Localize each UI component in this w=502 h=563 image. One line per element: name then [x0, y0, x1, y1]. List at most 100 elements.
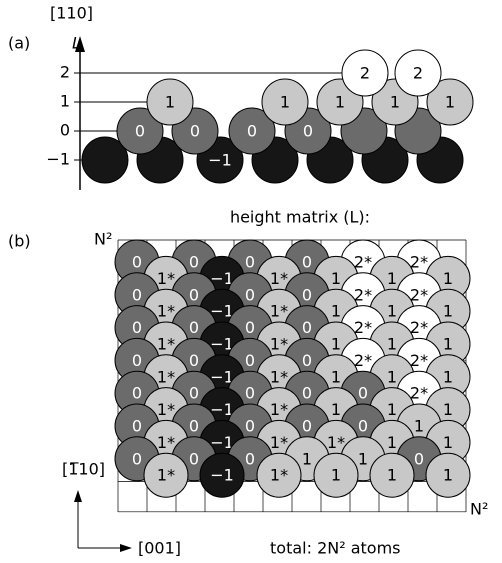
atom-label: 2* — [410, 318, 428, 337]
tick-label: 1 — [60, 92, 70, 111]
tick-label: 2 — [60, 63, 70, 82]
atom-label: 0 — [190, 122, 200, 141]
atom-label: 1 — [387, 302, 397, 321]
atom-label: 1 — [331, 302, 341, 321]
atom-label: 1* — [157, 466, 175, 485]
atom-label: 1 — [443, 400, 453, 419]
atom-label: 2* — [410, 285, 428, 304]
atom-label: 0 — [245, 351, 255, 370]
tick-label: 0 — [60, 121, 70, 140]
atom-label: 0 — [245, 384, 255, 403]
atom-label: 1 — [445, 93, 455, 112]
atom-label: 0 — [245, 318, 255, 337]
tick-label: −1 — [46, 150, 70, 169]
atom-label: 1 — [443, 466, 453, 485]
atom-label: 1 — [280, 93, 290, 112]
atom-label: 0 — [245, 449, 255, 468]
atom-label: 2* — [410, 253, 428, 272]
atom-label: 2* — [354, 285, 372, 304]
atom-label: 1 — [387, 400, 397, 419]
atom-label: 0 — [302, 285, 312, 304]
atom-label: 0 — [132, 384, 142, 403]
atom-label: 0 — [189, 253, 199, 272]
atom-label: 1* — [270, 302, 288, 321]
atom-label: 1* — [270, 433, 288, 452]
atom-label: 1* — [270, 367, 288, 386]
atom-label: −1 — [210, 466, 234, 485]
atom-label: 1* — [270, 466, 288, 485]
atom-label: 1 — [443, 433, 453, 452]
atom-label: 1 — [302, 449, 312, 468]
atom-label: 0 — [132, 285, 142, 304]
atom-label: 2* — [410, 351, 428, 370]
atom-label: 1 — [387, 269, 397, 288]
atom-label: 0 — [189, 285, 199, 304]
atom-label: 0 — [135, 122, 145, 141]
atom-label: 1 — [443, 269, 453, 288]
atom-label: 1* — [157, 335, 175, 354]
atom-label: 1 — [390, 93, 400, 112]
atom-label: 2 — [360, 64, 370, 83]
atom-label: 1 — [387, 433, 397, 452]
direction-label: [1̅10] — [62, 460, 105, 479]
atom-label: 1* — [270, 335, 288, 354]
atom-label: 2 — [413, 64, 423, 83]
atom-label: 0 — [302, 318, 312, 337]
atom-label: 1 — [443, 367, 453, 386]
atom-label: 0 — [245, 285, 255, 304]
atom-label: 1* — [157, 302, 175, 321]
atom-label: 0 — [132, 417, 142, 436]
atom-label: 2* — [354, 253, 372, 272]
figure: [110] (a) L 210−1−100001111122 (b) heigh… — [0, 0, 502, 559]
atom-label: 1 — [358, 449, 368, 468]
atom-label: 0 — [132, 318, 142, 337]
atom-label: 1 — [331, 367, 341, 386]
atom-label: 1 — [331, 400, 341, 419]
atom-label: 1 — [387, 335, 397, 354]
atom-label: 0 — [302, 351, 312, 370]
atom-label: 1* — [157, 269, 175, 288]
direction-label: [001] — [138, 539, 181, 558]
panel-label: (a) — [8, 34, 30, 53]
atom-label: 1* — [327, 433, 345, 452]
atom-label: 0 — [189, 384, 199, 403]
atom-label: 1* — [157, 367, 175, 386]
atom-label: 2* — [354, 351, 372, 370]
atom-label: 1 — [331, 335, 341, 354]
atom-label: 0 — [302, 384, 312, 403]
atom-label: 0 — [358, 384, 368, 403]
n-label: N² — [94, 230, 112, 249]
atom-label: 0 — [245, 417, 255, 436]
atom-label: 0 — [132, 449, 142, 468]
atom-label: 0 — [302, 253, 312, 272]
atom-label: 1* — [270, 400, 288, 419]
arrow-head — [120, 544, 132, 552]
atom-label: 1 — [443, 335, 453, 354]
panel-label: (b) — [8, 232, 31, 251]
matrix-title: height matrix (L): — [230, 208, 370, 227]
atom-label: 1 — [331, 466, 341, 485]
atom-label: 0 — [132, 351, 142, 370]
atom-label: 0 — [189, 351, 199, 370]
atom-label: −1 — [208, 151, 232, 170]
atom-label: 2* — [354, 318, 372, 337]
atom-label: 0 — [414, 449, 424, 468]
atom-label: 1 — [387, 367, 397, 386]
atom-label: 1 — [335, 93, 345, 112]
n-label: N² — [470, 500, 488, 519]
atom-label: 0 — [303, 122, 313, 141]
atom-label: 2* — [410, 384, 428, 403]
atom-label: 0 — [132, 253, 142, 272]
atom-label: 1 — [414, 417, 424, 436]
atom-label: 0 — [189, 449, 199, 468]
arrow-head — [74, 490, 82, 502]
atom-label: 0 — [302, 417, 312, 436]
atom-label: 0 — [247, 122, 257, 141]
atom-label: 1* — [157, 433, 175, 452]
atom-label: 1* — [157, 400, 175, 419]
atom-label: 1 — [387, 466, 397, 485]
atom-label: 1 — [165, 93, 175, 112]
atom-label: 0 — [245, 253, 255, 272]
atom-label: 1* — [270, 269, 288, 288]
